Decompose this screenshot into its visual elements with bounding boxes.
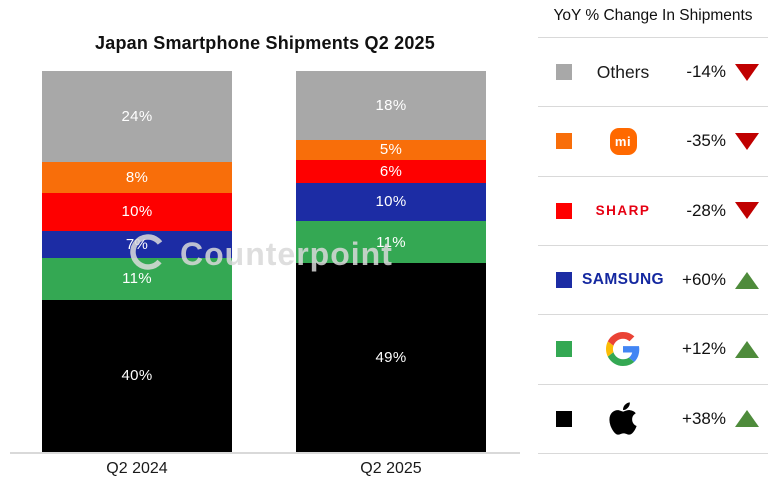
segment-value-label: 11% [376, 233, 406, 251]
bar-segment-others: 24% [42, 71, 232, 163]
legend-swatch [556, 202, 572, 219]
segment-value-label: 7% [125, 235, 149, 253]
segment-value-label: 10% [121, 203, 153, 221]
google-logo-icon [606, 332, 640, 367]
brand-logo-cell [580, 400, 666, 437]
stacked-bar-q2-2025: 18% 5% 6% 10% 11% 49% [296, 71, 486, 452]
triangle-up-icon [735, 340, 759, 358]
yoy-change-value: -35% [686, 131, 726, 151]
triangle-down-icon [735, 63, 759, 81]
xiaomi-logo-icon: mi [609, 127, 637, 155]
brand-logo-cell: Others [580, 62, 666, 83]
legend-swatch [556, 410, 572, 427]
segment-value-label: 10% [375, 193, 407, 211]
bar-segment-sharp: 10% [42, 192, 232, 232]
stacked-bar-q2-2024: 24% 8% 10% 7% 11% 40% [42, 71, 232, 452]
others-label: Others [596, 61, 650, 82]
segment-value-label: 8% [125, 169, 149, 187]
triangle-down-icon [735, 132, 759, 150]
segment-value-label: 49% [375, 349, 407, 367]
chart-title: Japan Smartphone Shipments Q2 2025 [95, 33, 435, 53]
bar-segment-apple: 40% [42, 299, 232, 452]
legend-panel: YoY % Change In Shipments Others -14% mi -3… [538, 0, 768, 489]
segment-value-label: 24% [121, 108, 153, 126]
yoy-change-value: -14% [686, 62, 726, 82]
bar-segment-others: 18% [296, 71, 486, 141]
legend-rows: Others -14% mi -35% SHARP -28% SAMSUNG +60% +12%… [538, 37, 768, 454]
sharp-logo: SHARP [595, 203, 651, 219]
legend-row-samsung: SAMSUNG +60% [538, 245, 768, 314]
triangle-up-icon [735, 271, 759, 289]
legend-row-others: Others -14% [538, 37, 768, 106]
bar-segment-samsung: 10% [296, 182, 486, 222]
bar-segment-xiaomi: 5% [296, 140, 486, 160]
samsung-logo: SAMSUNG [581, 271, 665, 289]
legend-swatch [556, 341, 572, 358]
yoy-change-value: +12% [682, 339, 726, 359]
bar-segment-xiaomi: 8% [42, 162, 232, 193]
brand-logo-cell: mi [580, 127, 666, 155]
legend-row-xiaomi: mi -35% [538, 106, 768, 175]
brand-logo-cell: SAMSUNG [580, 271, 666, 289]
segment-value-label: 40% [121, 367, 153, 385]
triangle-down-icon [735, 202, 759, 220]
apple-logo-icon [609, 402, 637, 436]
yoy-change-value: +60% [682, 270, 726, 290]
triangle-up-icon [735, 410, 759, 428]
brand-logo-cell [580, 332, 666, 367]
segment-value-label: 5% [379, 141, 403, 159]
segment-value-label: 11% [122, 270, 152, 288]
segment-value-label: 18% [375, 97, 407, 115]
x-axis-line [10, 452, 520, 454]
x-axis-label-q2-2024: Q2 2024 [106, 460, 168, 477]
bar-segment-apple: 49% [296, 263, 486, 452]
yoy-change-value: +38% [682, 408, 726, 428]
brand-logo-cell: SHARP [580, 203, 666, 218]
bar-segment-samsung: 7% [42, 231, 232, 258]
legend-swatch [556, 272, 572, 289]
legend-swatch [556, 64, 572, 81]
yoy-change-value: -28% [686, 200, 726, 220]
bar-segment-sharp: 6% [296, 159, 486, 183]
bar-segment-google: 11% [42, 257, 232, 300]
x-axis-label-q2-2025: Q2 2025 [360, 460, 422, 477]
legend-row-sharp: SHARP -28% [538, 175, 768, 245]
legend-row-apple: +38% [538, 383, 768, 453]
segment-value-label: 6% [379, 162, 403, 180]
legend-row-google: +12% [538, 314, 768, 383]
legend-header: YoY % Change In Shipments [553, 7, 753, 24]
legend-swatch [556, 133, 572, 150]
bar-segment-google: 11% [296, 221, 486, 264]
